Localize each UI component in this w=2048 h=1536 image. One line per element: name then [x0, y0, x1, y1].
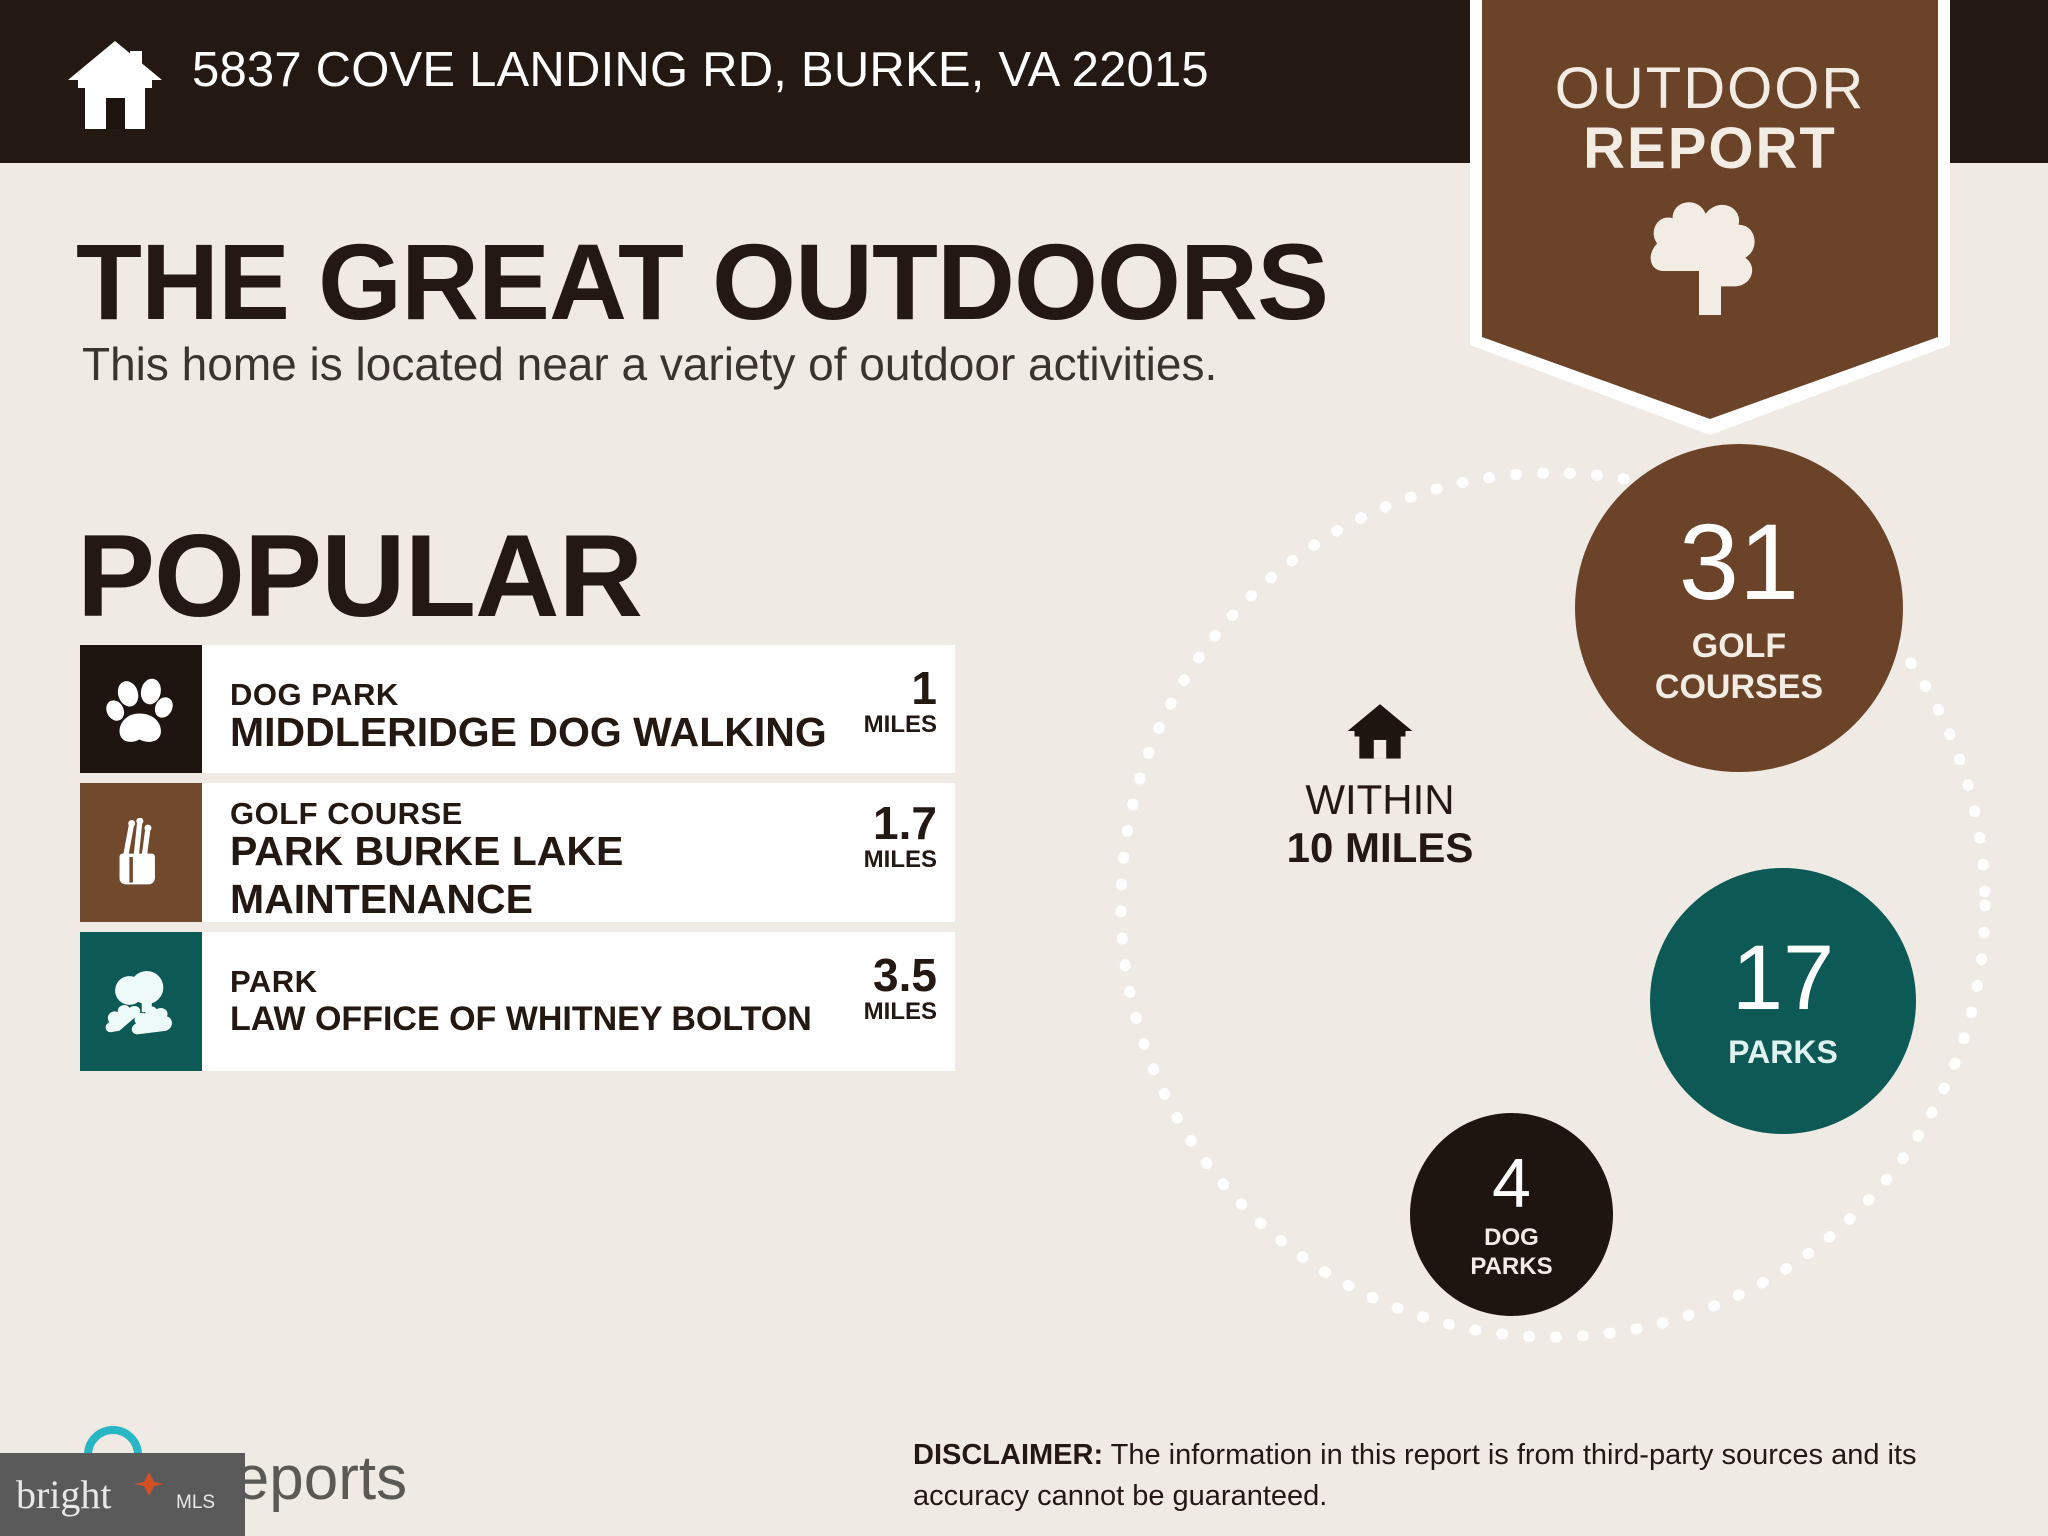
svg-text:bright: bright — [16, 1472, 112, 1517]
svg-text:MLS: MLS — [176, 1492, 215, 1513]
